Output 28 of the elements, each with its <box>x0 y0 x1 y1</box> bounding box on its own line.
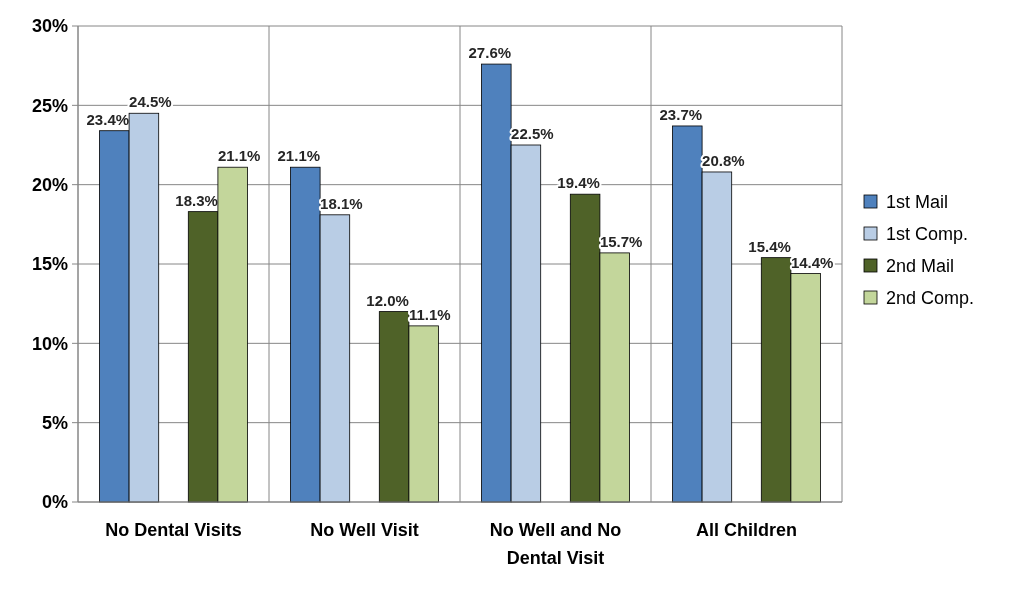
data-label: 12.0% <box>366 291 409 309</box>
x-tick-label: No Well Visit <box>310 520 419 540</box>
y-tick-label: 10% <box>31 333 68 354</box>
legend-label: 1st Comp. <box>886 224 969 245</box>
legend-label: 1st Mail <box>886 192 949 213</box>
legend-label: 2nd Comp. <box>886 288 975 309</box>
y-tick-label: 15% <box>31 254 68 275</box>
data-label: 23.7% <box>659 105 703 123</box>
y-tick-label: 25% <box>31 95 68 116</box>
y-tick-label: 0% <box>41 492 68 513</box>
x-tick-label: No Well and No Dental Visit <box>489 520 622 568</box>
x-tick-label: No Dental Visits <box>105 520 242 540</box>
y-tick-label: 30% <box>31 16 68 37</box>
data-label: 24.5% <box>129 93 172 111</box>
data-label: 21.1% <box>217 147 261 165</box>
y-tick-label: 20% <box>31 174 68 195</box>
data-label: 19.4% <box>557 174 600 192</box>
x-tick-label: All Children <box>695 520 798 540</box>
data-label: 15.7% <box>599 232 643 250</box>
data-label: 27.6% <box>468 44 512 62</box>
y-tick-label: 5% <box>41 412 68 433</box>
data-label: 14.4% <box>790 253 834 271</box>
data-label: 15.4% <box>748 237 791 255</box>
data-label: 23.4% <box>86 110 130 128</box>
data-label: 11.1% <box>408 305 451 323</box>
data-label: 21.1% <box>277 147 321 165</box>
legend-label: 2nd Mail <box>886 256 955 277</box>
data-label: 18.1% <box>320 194 363 212</box>
